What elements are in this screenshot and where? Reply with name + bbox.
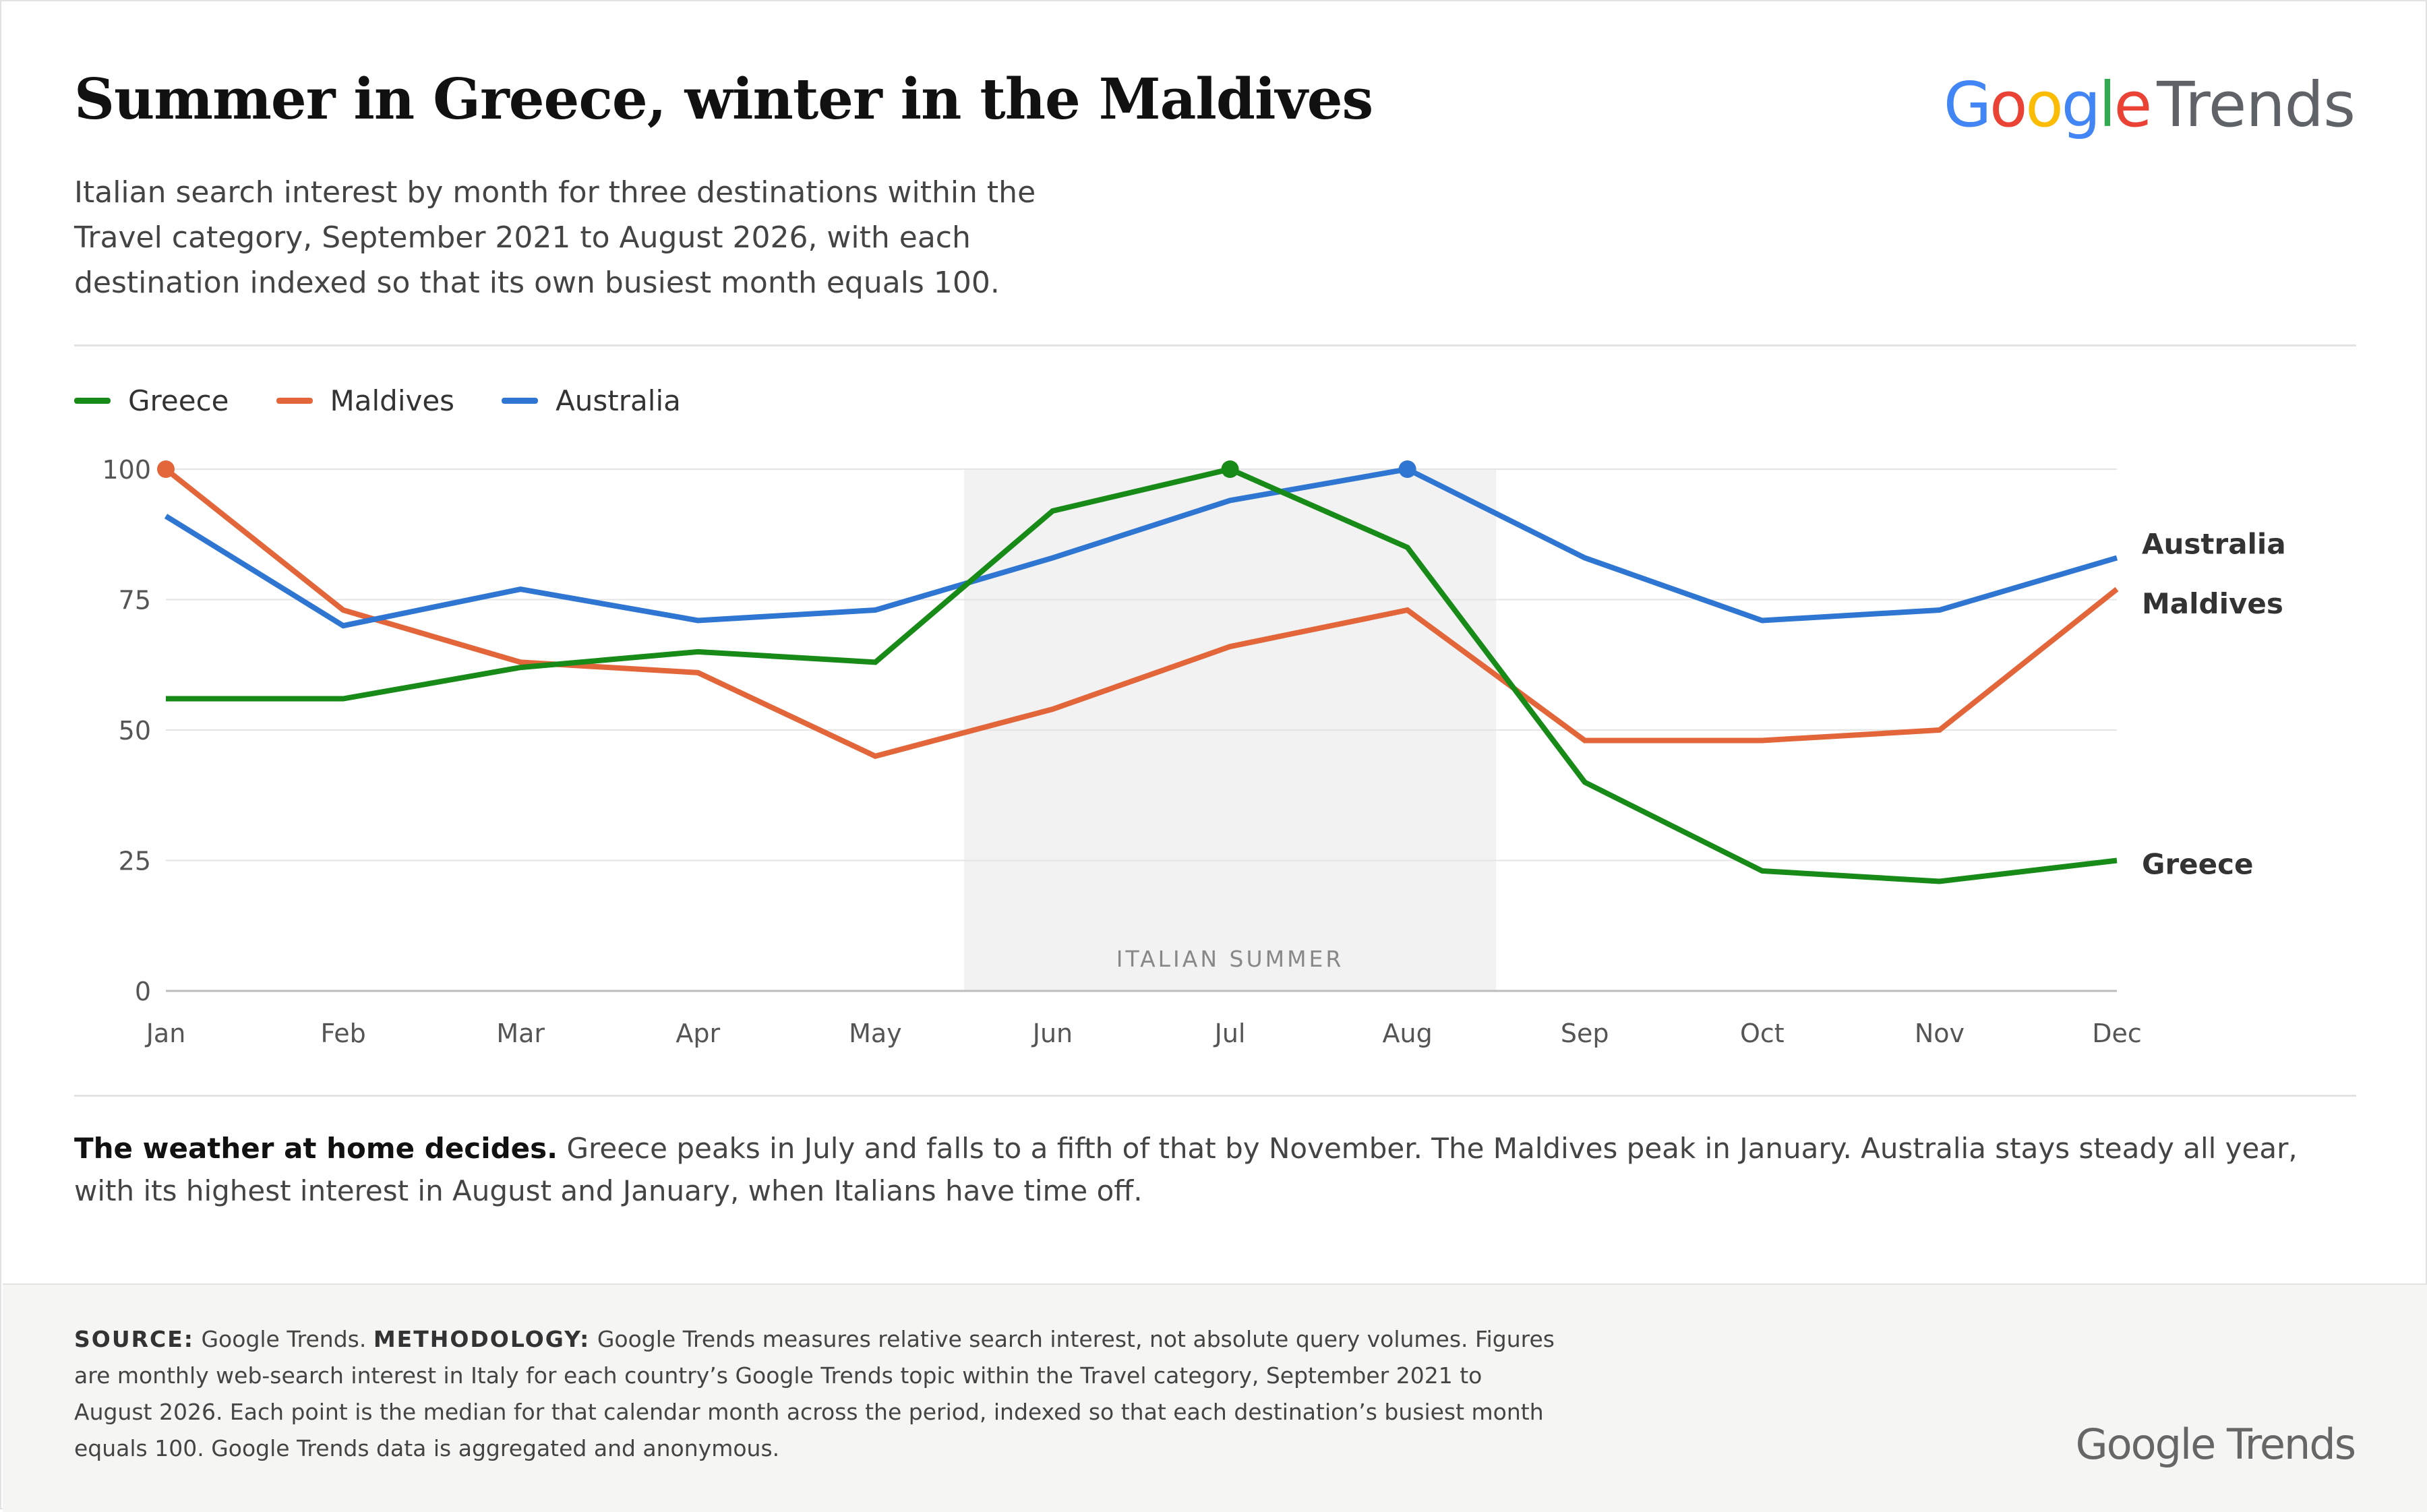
series-line-maldives — [164, 466, 2119, 759]
footer-google-trends-logo: Google Trends — [2075, 1420, 2356, 1469]
source-note: SOURCE: Google Trends. METHODOLOGY: Goog… — [74, 1321, 1557, 1467]
google-trends-logo: Google Trends — [1943, 69, 2356, 141]
legend-label-greece: Greece — [128, 384, 229, 417]
chart-subtitle: Italian search interest by month for thr… — [74, 175, 1036, 300]
peak-marker-maldives — [157, 460, 175, 478]
footer: SOURCE: Google Trends. METHODOLOGY: Goog… — [3, 1283, 2427, 1512]
legend-label-australia: Australia — [556, 384, 681, 417]
x-tick-label: Dec — [2092, 1019, 2142, 1048]
y-tick-label: 0 — [135, 977, 151, 1006]
end-label-greece: Greece — [2142, 848, 2254, 881]
peak-marker-greece — [1221, 460, 1239, 478]
y-tick-label: 100 — [102, 455, 151, 485]
end-label-australia: Australia — [2142, 528, 2286, 561]
legend-item-australia: Australia — [502, 384, 681, 417]
logo-trends-word: Trends — [2157, 69, 2356, 141]
x-tick-label: May — [849, 1019, 902, 1048]
x-tick-label: Mar — [496, 1019, 545, 1048]
source-text: Google Trends. — [194, 1326, 373, 1352]
x-tick-label: Oct — [1740, 1019, 1785, 1048]
takeaway-text: Greece peaks in July and falls to a fift… — [74, 1132, 2298, 1207]
legend-swatch-maldives — [276, 398, 313, 404]
line-chart: ITALIAN SUMMER 0 25 50 75 100 Jan Feb Mar Apr May J… — [102, 455, 2286, 1048]
bottom-divider — [74, 1095, 2356, 1097]
legend-label-maldives: Maldives — [330, 384, 455, 417]
takeaway-lead: The weather at home decides. — [74, 1132, 558, 1165]
chart-title: Summer in Greece, winter in the Maldives — [74, 66, 1373, 132]
x-tick-label: Jun — [1031, 1019, 1073, 1048]
end-label-maldives: Maldives — [2142, 587, 2283, 620]
legend-item-greece: Greece — [74, 384, 229, 417]
summer-band-label: ITALIAN SUMMER — [1116, 946, 1344, 972]
legend-swatch-australia — [502, 398, 539, 404]
legend-swatch-greece — [74, 398, 111, 404]
x-tick-label: Jan — [145, 1019, 186, 1048]
methodology-text: Google Trends measures relative search i… — [74, 1326, 1555, 1461]
methodology-label: METHODOLOGY: — [373, 1326, 591, 1352]
x-tick-label: Apr — [676, 1019, 720, 1048]
x-tick-label: Jul — [1214, 1019, 1246, 1048]
series-line-australia — [164, 466, 2118, 629]
x-tick-label: Feb — [320, 1019, 365, 1048]
x-tick-label: Sep — [1561, 1019, 1609, 1048]
source-label: SOURCE: — [74, 1326, 194, 1352]
y-tick-label: 75 — [119, 586, 151, 615]
chart-takeaway: The weather at home decides. Greece peak… — [74, 1127, 2366, 1212]
series-line-greece — [166, 466, 2118, 884]
x-tick-label: Nov — [1915, 1019, 1965, 1048]
legend-item-maldives: Maldives — [276, 384, 455, 417]
legend: Greece Maldives Australia — [74, 384, 728, 417]
y-tick-label: 50 — [119, 716, 151, 746]
y-tick-label: 25 — [119, 847, 151, 876]
x-tick-label: Aug — [1383, 1019, 1433, 1048]
top-divider — [74, 344, 2356, 346]
peak-marker-australia — [1398, 460, 1416, 478]
